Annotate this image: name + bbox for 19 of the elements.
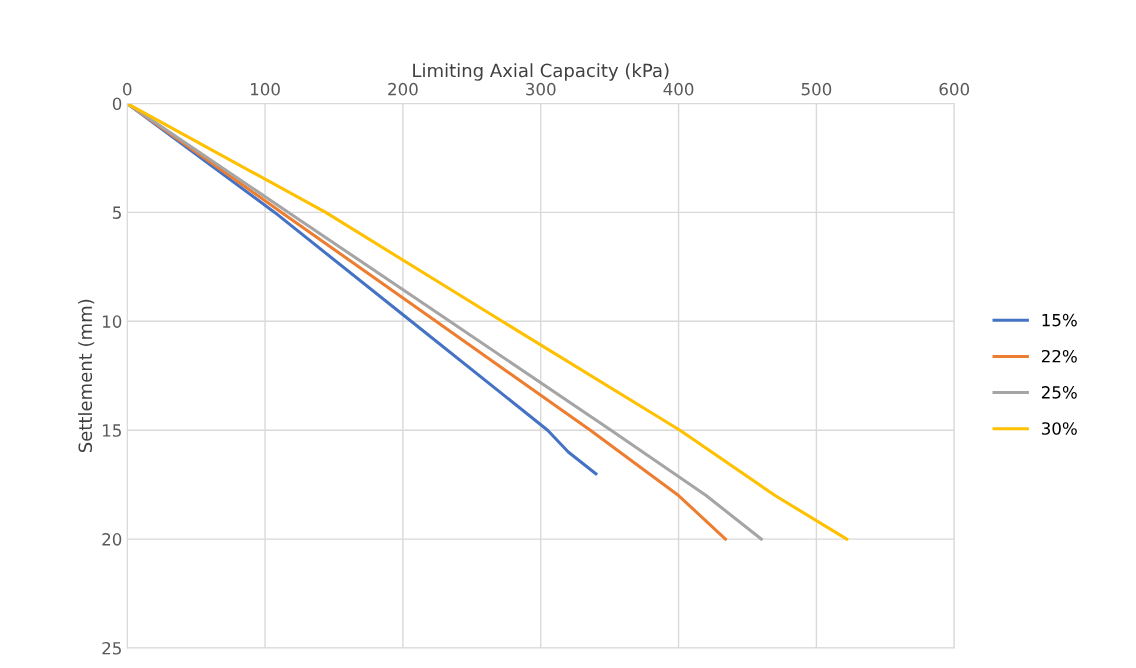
x-tick-label: 400 <box>663 82 694 96</box>
y-tick-label: 15 <box>102 424 121 437</box>
legend-label: 15% <box>1042 313 1077 327</box>
y-tick-label: 25 <box>102 641 121 655</box>
y-tick-label: 5 <box>113 206 121 219</box>
y-tick-label: 10 <box>102 315 122 328</box>
x-tick-label: 100 <box>250 82 280 96</box>
y-tick-label: 20 <box>102 533 122 546</box>
x-tick-label: 200 <box>388 82 418 96</box>
legend-label: 22% <box>1041 349 1077 363</box>
x-axis-title: Limiting Axial Capacity (kPa) <box>413 63 669 81</box>
y-tick-label: 0 <box>112 97 122 111</box>
x-tick-label: 300 <box>526 82 556 96</box>
x-tick-label: 500 <box>801 82 832 96</box>
x-tick-label: 600 <box>939 82 970 96</box>
legend-label: 25% <box>1041 386 1077 399</box>
legend-label: 30% <box>1041 422 1077 435</box>
y-axis-title: Settlement (mm) <box>78 299 95 453</box>
x-tick-label: 0 <box>123 82 132 96</box>
